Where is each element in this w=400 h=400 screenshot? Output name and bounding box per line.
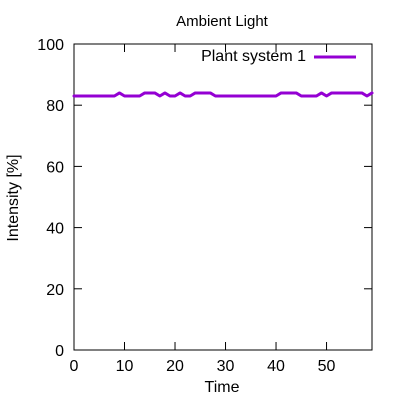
y-tick-label: 60 [46,159,64,176]
series [72,91,374,98]
x-tick-label: 30 [217,358,235,375]
y-tick-label: 20 [46,282,64,299]
y-tick-label: 0 [55,343,64,360]
x-tick-label: 40 [267,358,285,375]
y-axis-label: Intensity [%] [5,154,22,241]
y-tick-label: 100 [37,37,64,54]
chart-title: Ambient Light [176,13,269,30]
series-line [72,91,374,98]
x-tick-label: 10 [116,358,134,375]
axes [73,43,373,351]
tick-labels: 0 20 40 60 80 100 0 10 20 30 40 50 [37,37,335,375]
x-tick-label: 50 [318,358,336,375]
y-tick-label: 40 [46,221,64,238]
legend-label: Plant system 1 [201,48,306,65]
x-tick-label: 0 [70,358,79,375]
x-tick-label: 20 [166,358,184,375]
ticks [73,43,372,351]
legend: Plant system 1 [201,48,356,65]
x-axis-label: Time [205,379,240,396]
y-tick-label: 80 [46,98,64,115]
plot-frame [73,43,373,351]
